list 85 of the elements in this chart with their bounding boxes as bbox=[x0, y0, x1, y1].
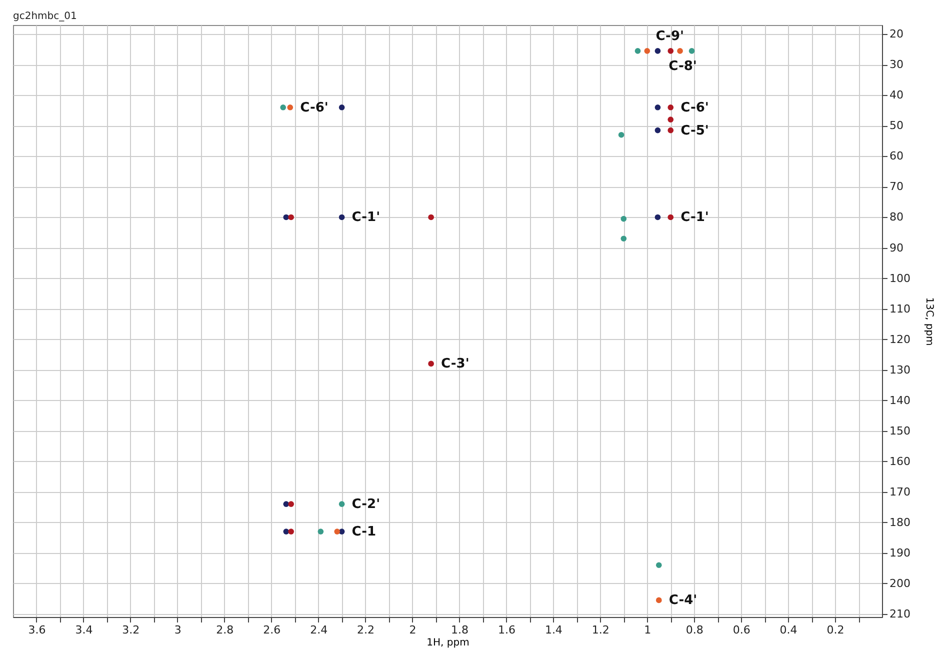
y-tick-label: 110 bbox=[890, 302, 910, 316]
y-tick-label: 130 bbox=[890, 363, 910, 376]
y-axis-title: 13C, ppm bbox=[923, 297, 934, 346]
x-tick-label: 0.8 bbox=[686, 624, 704, 636]
point bbox=[654, 104, 661, 110]
point bbox=[428, 360, 434, 367]
x-tick-label: 2.4 bbox=[310, 624, 328, 636]
annotation: C-2' bbox=[352, 497, 380, 512]
y-tick-label: 170 bbox=[890, 485, 910, 498]
y-tick-label: 180 bbox=[890, 516, 910, 529]
x-tick-label: 2.2 bbox=[357, 624, 375, 636]
point bbox=[338, 214, 345, 220]
point bbox=[656, 597, 662, 604]
annotation: C-1 bbox=[352, 524, 376, 540]
annotation: C-9' bbox=[656, 28, 684, 44]
x-tick-label: 2.8 bbox=[216, 624, 234, 636]
y-tick-label: 140 bbox=[890, 394, 910, 407]
x-tick-label: 1.4 bbox=[544, 624, 562, 636]
point bbox=[668, 127, 674, 134]
point bbox=[620, 236, 627, 242]
y-tick-label: 190 bbox=[890, 546, 910, 560]
point bbox=[668, 48, 674, 54]
x-axis-title: 1H, ppm bbox=[426, 638, 470, 648]
y-tick-label: 40 bbox=[890, 88, 904, 102]
point bbox=[283, 501, 290, 507]
x-tick-label: 1.6 bbox=[498, 624, 516, 636]
annotation: C-5' bbox=[680, 123, 709, 138]
x-tick-label: 3.4 bbox=[75, 624, 93, 636]
point bbox=[654, 127, 661, 134]
point bbox=[280, 104, 286, 110]
annotation: C-1' bbox=[352, 210, 380, 226]
point bbox=[338, 104, 345, 110]
point bbox=[656, 562, 662, 568]
x-tick-label: 0.2 bbox=[826, 624, 844, 636]
point bbox=[668, 214, 674, 220]
y-tick-label: 150 bbox=[890, 424, 910, 438]
x-tick-label: 2.6 bbox=[263, 624, 281, 636]
y-tick-label: 50 bbox=[890, 119, 904, 132]
x-tick-label: 3.2 bbox=[122, 624, 140, 636]
point bbox=[618, 132, 624, 138]
annotation: C-6' bbox=[300, 100, 328, 116]
x-tick-label: 2 bbox=[409, 624, 416, 636]
point bbox=[620, 216, 627, 222]
annotation: C-4' bbox=[668, 593, 698, 608]
point bbox=[677, 48, 683, 54]
y-tick-label: 20 bbox=[890, 28, 904, 41]
x-tick-label: 0.4 bbox=[780, 624, 798, 636]
point bbox=[334, 528, 340, 534]
y-tick-label: 90 bbox=[890, 241, 904, 254]
point bbox=[654, 48, 661, 54]
point bbox=[288, 528, 294, 534]
y-tick-label: 200 bbox=[890, 576, 910, 590]
point bbox=[688, 48, 695, 54]
y-tick-label: 80 bbox=[890, 210, 904, 224]
y-tick-label: 70 bbox=[890, 180, 904, 194]
point bbox=[338, 501, 345, 507]
point bbox=[288, 214, 294, 220]
x-tick-label: 3.6 bbox=[28, 624, 46, 636]
y-tick-label: 210 bbox=[890, 607, 910, 620]
annotation: C-6' bbox=[680, 100, 709, 116]
point bbox=[654, 214, 661, 220]
y-tick-label: 160 bbox=[890, 454, 910, 468]
y-tick-label: 100 bbox=[890, 272, 910, 285]
x-tick-label: 1.2 bbox=[592, 624, 610, 636]
point bbox=[668, 116, 674, 123]
x-tick-label: 3 bbox=[174, 624, 182, 636]
annotation: C-3' bbox=[441, 356, 470, 372]
y-tick-label: 120 bbox=[890, 332, 910, 346]
x-tick-label: 0.6 bbox=[732, 624, 750, 636]
point bbox=[668, 104, 674, 110]
point bbox=[283, 528, 290, 534]
annotation: C-1' bbox=[680, 210, 709, 226]
x-tick-label: 1 bbox=[644, 624, 652, 636]
annotation: C-8' bbox=[668, 58, 697, 74]
point bbox=[288, 501, 294, 507]
point bbox=[428, 214, 434, 220]
x-tick-label: 1.8 bbox=[450, 624, 468, 636]
y-tick-label: 60 bbox=[890, 150, 904, 163]
point bbox=[318, 528, 324, 534]
chart-title: gc2hmbc_01 bbox=[13, 11, 77, 22]
point bbox=[287, 104, 294, 110]
point bbox=[634, 48, 641, 54]
y-tick-label: 30 bbox=[890, 58, 904, 72]
point bbox=[283, 214, 290, 220]
point bbox=[644, 48, 650, 54]
